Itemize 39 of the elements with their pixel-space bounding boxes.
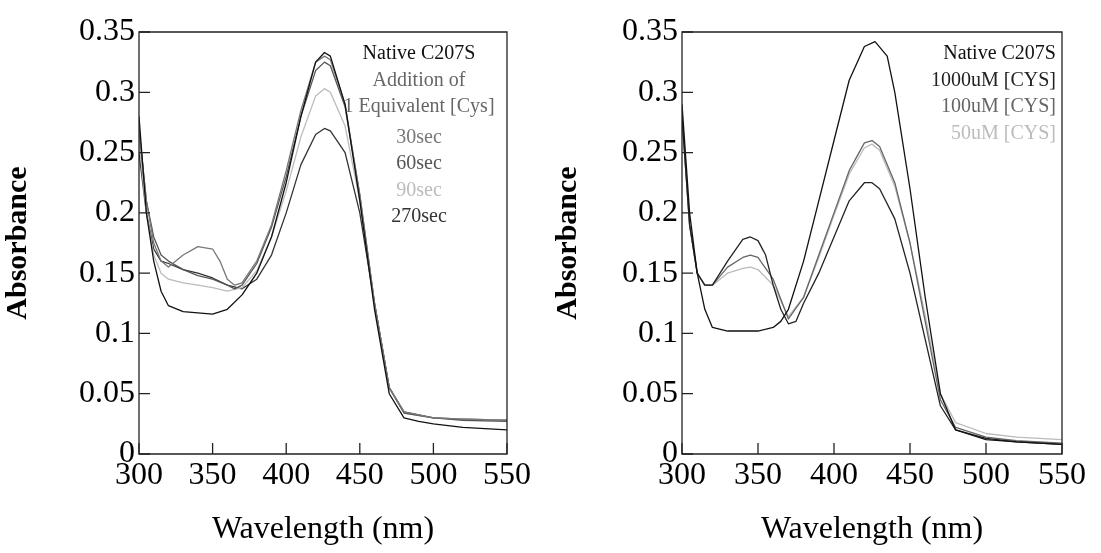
y-tick-label: 0.3 xyxy=(95,71,135,108)
series-label: 60sec xyxy=(396,151,442,174)
y-tick-label: 0.3 xyxy=(638,71,678,108)
x-axis-title: Wavelength (nm) xyxy=(760,509,984,546)
y-tick-label: 0.05 xyxy=(79,373,135,410)
series-label: 90sec xyxy=(396,177,442,200)
y-tick-label: 0.15 xyxy=(622,252,678,289)
text: Native C207S xyxy=(943,41,1056,64)
y-tick-label: 0.2 xyxy=(638,192,678,229)
x-tick-label: 550 xyxy=(1038,454,1086,491)
x-tick-label: 400 xyxy=(262,454,311,491)
y-tick-label: 0.25 xyxy=(622,131,678,168)
x-tick-label: 500 xyxy=(962,454,1010,491)
series-label: 270sec xyxy=(391,204,447,227)
x-tick-label: 450 xyxy=(335,454,384,491)
x-axis-title: Wavelength (nm) xyxy=(211,509,435,546)
y-tick-label: 0.2 xyxy=(95,192,135,229)
text: 1000uM [CYS] xyxy=(930,67,1056,90)
y-tick-label: 0.35 xyxy=(622,11,678,48)
y-axis-title: Absorbance xyxy=(548,166,582,320)
y-tick-label: 0.15 xyxy=(79,252,135,289)
x-tick-label: 550 xyxy=(483,454,531,491)
text: 50uM [CYS] xyxy=(950,120,1056,143)
x-tick-label: 500 xyxy=(409,454,458,491)
x-tick-label: 350 xyxy=(734,454,782,491)
y-tick-label: 0.25 xyxy=(79,131,135,168)
text: 100uM [CYS] xyxy=(940,94,1056,117)
series-label: Native C207S xyxy=(362,41,476,64)
x-tick-label: 350 xyxy=(188,454,237,491)
annotation: 1 Equivalent [Cys] xyxy=(343,94,495,118)
y-axis-title: Absorbance xyxy=(0,166,32,320)
text: 30sec xyxy=(396,124,442,147)
annotation: Addition of xyxy=(372,67,466,90)
y-tick-label: 0.1 xyxy=(95,312,135,349)
y-tick-label: 0.35 xyxy=(79,11,135,48)
y-tick-label: 0.1 xyxy=(638,312,678,349)
x-tick-label: 450 xyxy=(886,454,934,491)
x-tick-label: 400 xyxy=(810,454,858,491)
y-tick-label: 0.05 xyxy=(622,373,678,410)
